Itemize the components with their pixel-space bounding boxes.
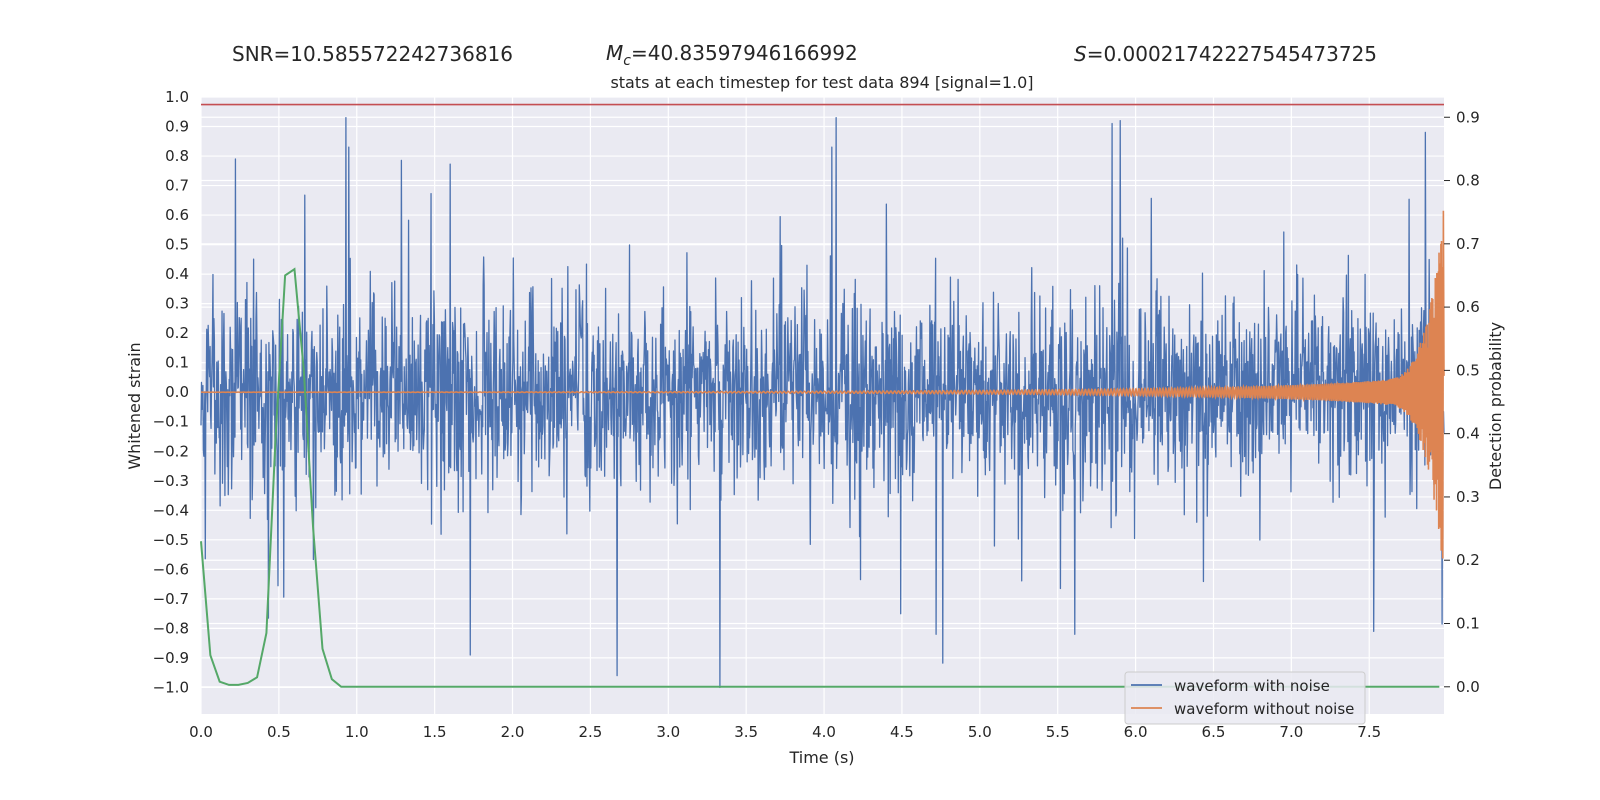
x-tick-label: 1.0 [345,723,369,741]
x-tick-label: 2.5 [578,723,602,741]
y-tick-label: −0.2 [153,442,189,460]
chirp-mass-label: Mc=40.83597946166992 [606,41,858,69]
y-tick-label: −0.7 [153,590,189,608]
y2-tick-label: 0.5 [1456,361,1480,379]
x-tick-label: 2.0 [501,723,525,741]
x-tick-label: 5.0 [968,723,992,741]
x-tick-label: 6.0 [1124,723,1148,741]
legend-label-clean: waveform without noise [1174,700,1354,718]
x-tick-label: 3.5 [734,723,758,741]
y-tick-label: −0.9 [153,649,189,667]
x-tick-label: 7.5 [1357,723,1381,741]
x-tick-label: 3.0 [656,723,680,741]
y-tick-label: 0.5 [165,236,189,254]
y2-tick-label: 0.6 [1456,298,1480,316]
legend: waveform with noise waveform without noi… [1124,671,1366,725]
y-tick-label: −0.8 [153,619,189,637]
y-tick-label: −0.3 [153,472,189,490]
y-tick-label: 0.1 [165,354,189,372]
chart-subtitle: stats at each timestep for test data 894… [610,73,1033,92]
x-tick-label: 7.0 [1279,723,1303,741]
clean-waveform-line [200,210,1445,559]
x-tick-label: 4.5 [890,723,914,741]
x-tick-label: 5.5 [1046,723,1070,741]
y2-tick-label: 0.3 [1456,488,1480,506]
y-tick-label: 0.7 [165,177,189,195]
y2-tick-label: 0.0 [1456,678,1480,696]
y2-tick-label: 0.9 [1456,108,1480,126]
y-tick-label: −0.5 [153,531,189,549]
x-tick-label: 1.5 [423,723,447,741]
s-statistic-label: S=0.00021742227545473725 [1074,42,1377,66]
y-tick-label: −0.6 [153,560,189,578]
y-axis-label: Whitened strain [125,342,144,469]
y2-tick-label: 0.4 [1456,425,1480,443]
series-layer [200,103,1445,689]
y-tick-label: −1.0 [153,678,189,696]
detection-probability-line [200,267,1440,688]
axes: 0.0 0.5 1.0 1.5 2.0 2.5 3.0 3.5 4.0 4.5 5.0 5.5 6.0 6… [153,88,1480,741]
noise-waveform-line [200,117,1445,689]
y2-tick-label: 0.7 [1456,235,1480,253]
y-tick-label: 0.8 [165,147,189,165]
y2-axis-label: Detection probability [1486,322,1505,490]
y-tick-label: 1.0 [165,88,189,106]
x-tick-label: 6.5 [1202,723,1226,741]
legend-label-noise: waveform with noise [1174,677,1330,695]
x-tick-label: 4.0 [812,723,836,741]
x-tick-label: 0.0 [189,723,213,741]
x-tick-label: 0.5 [267,723,291,741]
y2-tick-label: 0.2 [1456,551,1480,569]
y-tick-label: 0.4 [165,265,189,283]
y-tick-label: −0.4 [153,501,189,519]
y-tick-label: 0.6 [165,206,189,224]
y-tick-label: 0.2 [165,324,189,342]
y-tick-label: 0.3 [165,295,189,313]
y-tick-label: −0.1 [153,413,189,431]
y2-tick-label: 0.8 [1456,172,1480,190]
legend-box [1124,671,1366,725]
y-tick-label: 0.0 [165,383,189,401]
snr-label: SNR=10.585572242736816 [232,42,513,66]
y2-tick-label: 0.1 [1456,615,1480,633]
x-axis-label: Time (s) [788,748,854,767]
y-tick-label: 0.9 [165,118,189,136]
